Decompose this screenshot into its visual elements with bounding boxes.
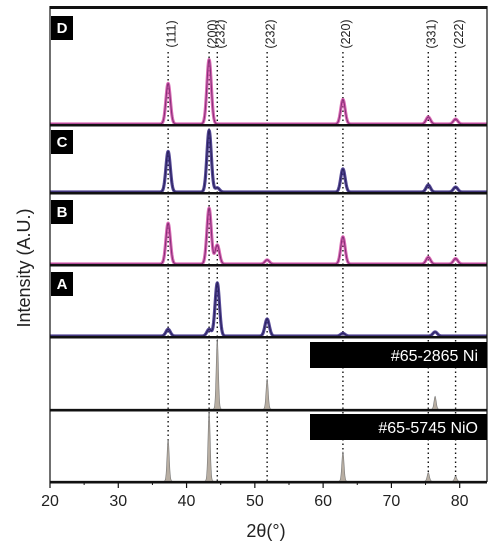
reference-label-box xyxy=(310,342,487,368)
reflection-label: (331) xyxy=(425,19,439,48)
reflection-label: (220) xyxy=(339,19,353,48)
y-axis-label: Intensity (A.U.) xyxy=(14,208,34,327)
reflection-label: (232) xyxy=(263,19,277,48)
reference-label: #65-5745 NiO xyxy=(378,420,478,437)
x-axis-label: 2θ(°) xyxy=(246,521,285,541)
frame-top xyxy=(50,6,487,9)
series-trace-core xyxy=(49,207,488,265)
x-tick-label: 30 xyxy=(109,493,127,510)
panel-baseline xyxy=(50,124,487,127)
series-trace-core xyxy=(49,59,488,125)
reflection-label: (232) xyxy=(214,19,228,48)
reference-label-box xyxy=(310,414,487,440)
panel-baseline xyxy=(50,192,487,195)
panel-letter: D xyxy=(57,20,68,37)
series-trace-A xyxy=(48,281,489,338)
panel-letter-box xyxy=(51,130,73,154)
plot-area: (111) (200)(232) (232) (220) (331) (222)DCBA#… xyxy=(41,6,489,510)
x-tick-label: 50 xyxy=(246,493,264,510)
panel-letter: C xyxy=(57,134,68,151)
reflection-label: (200) xyxy=(205,19,219,48)
series-trace-D xyxy=(48,58,489,126)
x-tick-label: 60 xyxy=(314,493,332,510)
reflection-label: (111) xyxy=(164,20,178,47)
panel-baseline xyxy=(50,336,487,339)
series-trace-B xyxy=(48,206,489,266)
reflection-label: (222) xyxy=(452,19,466,48)
panel-baseline xyxy=(50,264,487,267)
x-tick-label: 70 xyxy=(383,493,401,510)
panel-letter-box xyxy=(51,200,73,224)
panel-letter-box xyxy=(51,16,73,40)
panel-baseline xyxy=(50,481,487,484)
reference-label: #65-2865 Ni xyxy=(391,348,478,365)
series-trace-core xyxy=(49,129,488,193)
x-tick-label: 80 xyxy=(451,493,469,510)
panel-letter-box xyxy=(51,272,73,296)
series-trace-C xyxy=(48,128,489,194)
x-tick-label: 20 xyxy=(41,493,59,510)
x-tick-label: 40 xyxy=(178,493,196,510)
panel-letter: B xyxy=(57,204,68,221)
panel-letter: A xyxy=(57,276,68,293)
panel-baseline xyxy=(50,409,487,412)
